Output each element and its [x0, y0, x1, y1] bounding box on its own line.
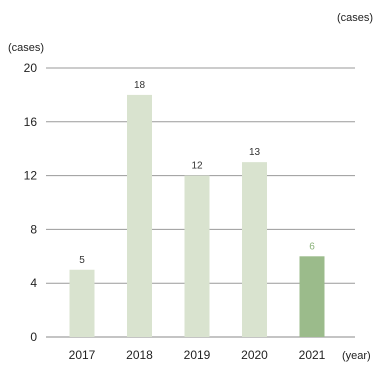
bar-2020 — [242, 162, 267, 337]
x-tick-label-2017: 2017 — [69, 348, 96, 362]
x-tick-label-2020: 2020 — [241, 348, 268, 362]
bar-2018 — [127, 94, 152, 338]
x-tick-label-2018: 2018 — [126, 348, 153, 362]
data-label-2021: 6 — [309, 241, 315, 252]
data-label-2020: 13 — [249, 147, 261, 158]
bar-2017 — [69, 269, 95, 337]
x-tick-label-2021: 2021 — [299, 348, 326, 362]
unit-label-top-right: (cases) — [337, 12, 373, 24]
x-axis-unit-label: (year) — [342, 350, 371, 362]
x-tick-label-2019: 2019 — [184, 348, 211, 362]
y-axis-unit-label: (cases) — [8, 42, 44, 54]
y-tick-label: 20 — [24, 61, 38, 75]
bar-2021 — [299, 256, 325, 337]
data-label-2017: 5 — [79, 255, 85, 266]
data-label-2019: 12 — [191, 161, 203, 172]
y-tick-label: 8 — [30, 222, 37, 236]
y-tick-label: 16 — [24, 115, 38, 129]
y-axis-ticks: 0 4 8 12 16 20 — [24, 61, 38, 344]
y-tick-label: 0 — [30, 330, 37, 344]
data-label-2018: 18 — [134, 80, 146, 91]
y-tick-label: 12 — [24, 169, 38, 183]
x-axis-ticks: 2017 2018 2019 2020 2021 — [69, 348, 326, 362]
bars — [69, 94, 325, 338]
y-tick-label: 4 — [30, 276, 37, 290]
bar-2019 — [184, 175, 210, 337]
data-labels: 5 18 12 13 6 — [79, 80, 315, 266]
